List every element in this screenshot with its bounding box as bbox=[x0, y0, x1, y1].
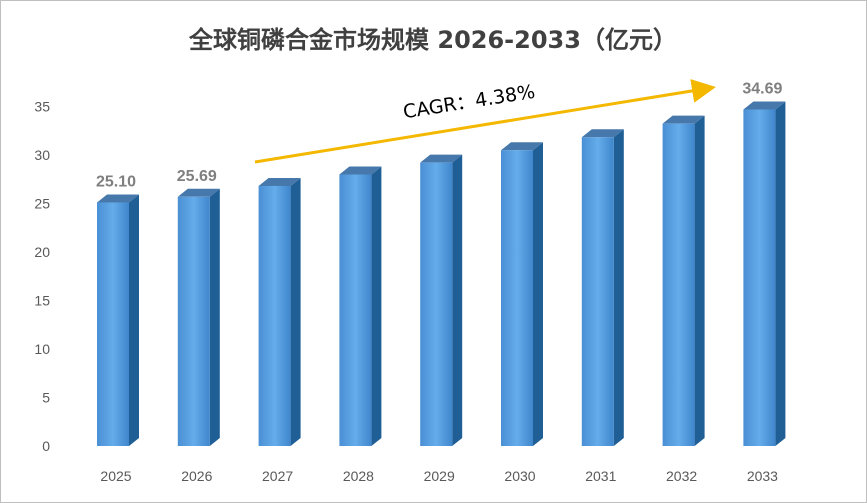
bar-front bbox=[339, 174, 372, 446]
bar-top bbox=[420, 154, 463, 163]
cagr-arrow bbox=[254, 79, 716, 164]
bar-front bbox=[420, 162, 453, 446]
bar bbox=[258, 177, 301, 446]
x-tick-label: 2030 bbox=[504, 468, 535, 484]
bar-top bbox=[258, 177, 301, 186]
bar-front bbox=[662, 123, 695, 446]
bar-top bbox=[581, 129, 624, 138]
bar-side bbox=[694, 115, 705, 446]
data-label: 34.69 bbox=[742, 81, 782, 98]
cagr-annotation: CAGR：4.38% bbox=[402, 81, 537, 124]
bar-side bbox=[209, 188, 220, 446]
value-labels-group: 25.10 25.69 34.69 bbox=[96, 81, 783, 191]
bar-top bbox=[662, 115, 705, 124]
bar bbox=[177, 188, 220, 446]
y-tick-label: 5 bbox=[42, 390, 50, 406]
x-tick-label: 2028 bbox=[343, 468, 374, 484]
data-label: 25.10 bbox=[96, 174, 136, 191]
bar bbox=[743, 101, 786, 446]
bar-side bbox=[533, 142, 543, 446]
y-tick-label: 10 bbox=[34, 341, 50, 357]
bar-top bbox=[97, 194, 139, 203]
bar-side bbox=[129, 194, 139, 446]
x-tick-label: 2026 bbox=[181, 468, 212, 484]
bar-side bbox=[452, 154, 463, 446]
x-tick-label: 2031 bbox=[585, 468, 616, 484]
bar bbox=[501, 142, 543, 446]
bar bbox=[420, 154, 463, 446]
bar-top bbox=[339, 166, 382, 175]
bar-side bbox=[775, 101, 786, 446]
y-tick-label: 35 bbox=[34, 99, 50, 115]
bar-side bbox=[290, 177, 301, 446]
chart-title: 全球铜磷合金市场规模 2026-2033（亿元） bbox=[188, 26, 677, 54]
bar bbox=[662, 115, 705, 446]
bar-top bbox=[743, 101, 786, 110]
y-tick-label: 20 bbox=[34, 244, 50, 260]
bar-side bbox=[613, 129, 624, 446]
bar-front bbox=[97, 202, 129, 446]
x-tick-label: 2027 bbox=[262, 468, 293, 484]
x-tick-label: 2033 bbox=[747, 468, 778, 484]
bar bbox=[581, 129, 624, 446]
bar-top bbox=[501, 142, 543, 151]
x-tick-label: 2032 bbox=[666, 468, 697, 484]
bar-front bbox=[743, 109, 776, 446]
bar-front bbox=[258, 185, 291, 446]
bar-front bbox=[581, 137, 614, 446]
bars-group bbox=[97, 101, 786, 446]
x-tick-label: 2025 bbox=[100, 468, 131, 484]
y-tick-label: 25 bbox=[34, 196, 50, 212]
bar-front bbox=[501, 150, 533, 446]
y-tick-label: 0 bbox=[42, 438, 50, 454]
x-tick-label: 2029 bbox=[424, 468, 455, 484]
data-label: 25.69 bbox=[177, 168, 217, 185]
bar bbox=[97, 194, 139, 446]
bar-top bbox=[177, 188, 220, 197]
y-tick-label: 15 bbox=[34, 293, 50, 309]
bar-front bbox=[177, 196, 210, 446]
y-tick-label: 30 bbox=[34, 147, 50, 163]
bar bbox=[339, 166, 382, 446]
bar-side bbox=[371, 166, 382, 446]
x-axis: 2025 2026 2027 2028 2029 2030 2031 2032 2033 bbox=[100, 468, 778, 484]
y-axis: 0 5 10 15 20 25 30 35 bbox=[34, 99, 50, 455]
